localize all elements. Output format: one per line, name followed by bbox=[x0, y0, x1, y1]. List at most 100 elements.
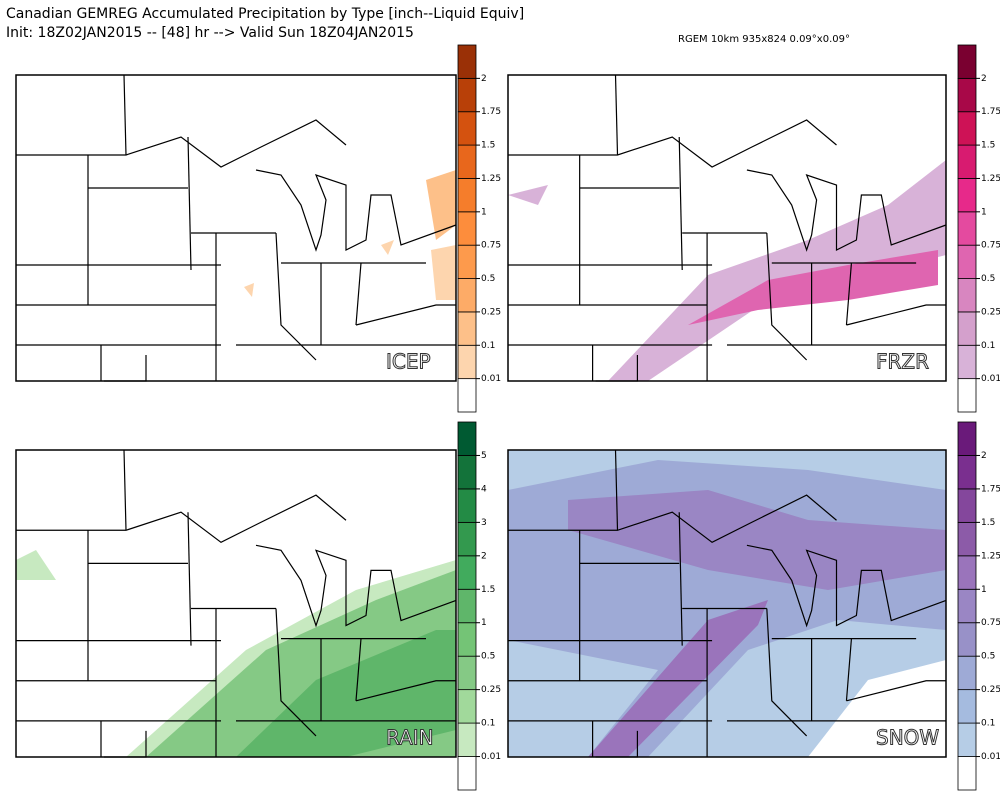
boundary bbox=[845, 262, 853, 326]
model-info: RGEM 10km 935x824 0.09°x0.09° bbox=[678, 34, 850, 45]
colorbar-box bbox=[457, 488, 477, 523]
colorbar-box bbox=[457, 455, 477, 490]
colorbar-label: 1.5 bbox=[981, 141, 995, 151]
boundary bbox=[104, 355, 147, 382]
colorbar-label: 0.5 bbox=[481, 274, 495, 284]
colorbar-label: 1.25 bbox=[481, 174, 501, 184]
colorbar-label: 1.5 bbox=[481, 141, 495, 151]
boundary bbox=[123, 74, 127, 156]
boundary bbox=[678, 512, 683, 646]
colorbar-box bbox=[957, 77, 977, 113]
colorbar-box bbox=[957, 311, 977, 346]
colorbar-label: 2 bbox=[481, 74, 487, 84]
boundary bbox=[187, 136, 192, 271]
boundary bbox=[508, 119, 837, 168]
colorbar-box bbox=[457, 144, 477, 179]
colorbar-label: 0.25 bbox=[981, 307, 1000, 317]
subtitle: Init: 18Z02JAN2015 -- [48] hr --> Valid … bbox=[6, 25, 414, 41]
colorbar-label: 1 bbox=[981, 207, 987, 217]
colorbar-label: 0.1 bbox=[481, 719, 495, 729]
map-panel: FRZR bbox=[507, 74, 947, 382]
precip-area bbox=[16, 550, 56, 580]
colorbar-label: 0.01 bbox=[481, 752, 501, 762]
colorbar-box bbox=[457, 622, 477, 657]
colorbar-box bbox=[457, 722, 477, 757]
colorbar-label: 1.5 bbox=[981, 518, 995, 528]
colorbar-box bbox=[457, 655, 477, 691]
map-panel: ICEP bbox=[15, 74, 457, 382]
colorbar-label: 0.25 bbox=[981, 685, 1000, 695]
colorbar-box bbox=[457, 311, 477, 346]
colorbar-label: 2 bbox=[481, 551, 487, 561]
boundary bbox=[846, 304, 946, 326]
precip-area bbox=[688, 250, 938, 325]
boundary bbox=[355, 304, 456, 326]
colorbar-box bbox=[457, 178, 477, 213]
colorbar-box bbox=[457, 278, 477, 313]
boundary bbox=[766, 608, 808, 737]
boundary bbox=[746, 544, 947, 628]
colorbar-box bbox=[957, 211, 977, 246]
title: Canadian GEMREG Accumulated Precipitatio… bbox=[6, 6, 524, 22]
colorbar-box bbox=[957, 756, 977, 791]
colorbar-label: 0.1 bbox=[981, 341, 995, 351]
colorbar-label: 0.1 bbox=[481, 341, 495, 351]
boundary bbox=[275, 232, 317, 361]
boundary bbox=[16, 494, 347, 544]
colorbar-box bbox=[457, 77, 477, 113]
precip-area bbox=[244, 283, 254, 297]
boundary bbox=[614, 449, 619, 531]
boundary bbox=[766, 232, 808, 361]
colorbar-label: 1.25 bbox=[981, 551, 1000, 561]
colorbar-label: 1 bbox=[981, 585, 987, 595]
colorbar-label: 0.75 bbox=[981, 618, 1000, 628]
precip-area bbox=[236, 630, 456, 757]
colorbar-box bbox=[457, 344, 477, 380]
colorbar-label: 2 bbox=[981, 74, 987, 84]
colorbar-box bbox=[957, 722, 977, 757]
panel-label: FRZR bbox=[876, 350, 929, 374]
colorbar-box bbox=[457, 211, 477, 246]
colorbar-label: 0.5 bbox=[481, 652, 495, 662]
panel-label: SNOW bbox=[876, 726, 939, 750]
panel-label: RAIN bbox=[386, 726, 434, 750]
colorbar-label: 2 bbox=[981, 451, 987, 461]
colorbar-label: 0.1 bbox=[981, 719, 995, 729]
panel-label: ICEP bbox=[386, 350, 431, 374]
colorbar-box bbox=[957, 278, 977, 313]
precip-area bbox=[426, 170, 456, 240]
colorbar-box bbox=[457, 555, 477, 590]
map-frame bbox=[15, 74, 457, 382]
colorbar-label: 1.75 bbox=[981, 107, 1000, 117]
colorbar-box bbox=[957, 44, 977, 79]
colorbar-box bbox=[457, 111, 477, 146]
map-frame bbox=[507, 74, 947, 382]
colorbar-label: 0.75 bbox=[481, 241, 501, 251]
colorbar-label: 1.75 bbox=[981, 484, 1000, 494]
boundary bbox=[845, 638, 853, 701]
colorbar-label: 1.5 bbox=[481, 585, 495, 595]
colorbar-box bbox=[957, 521, 977, 557]
map-panel: SNOW bbox=[507, 449, 947, 758]
colorbar-box bbox=[957, 178, 977, 213]
map-frame bbox=[507, 449, 947, 758]
colorbar-box bbox=[457, 689, 477, 724]
colorbar-box bbox=[957, 455, 977, 490]
boundary bbox=[746, 169, 947, 252]
boundary bbox=[255, 169, 457, 252]
colorbar-box bbox=[457, 421, 477, 456]
colorbar-box bbox=[957, 244, 977, 279]
colorbar-box bbox=[957, 421, 977, 456]
boundary bbox=[187, 512, 192, 646]
colorbar-box bbox=[457, 244, 477, 279]
colorbar-box bbox=[957, 588, 977, 624]
map-panel: RAIN bbox=[15, 449, 457, 758]
colorbar-box bbox=[457, 521, 477, 557]
colorbar-label: 0.01 bbox=[481, 374, 501, 384]
colorbar-box bbox=[957, 689, 977, 724]
map-frame bbox=[15, 449, 457, 758]
colorbar-label: 0.01 bbox=[981, 374, 1000, 384]
boundary bbox=[123, 449, 127, 531]
colorbar-label: 0.25 bbox=[481, 307, 501, 317]
